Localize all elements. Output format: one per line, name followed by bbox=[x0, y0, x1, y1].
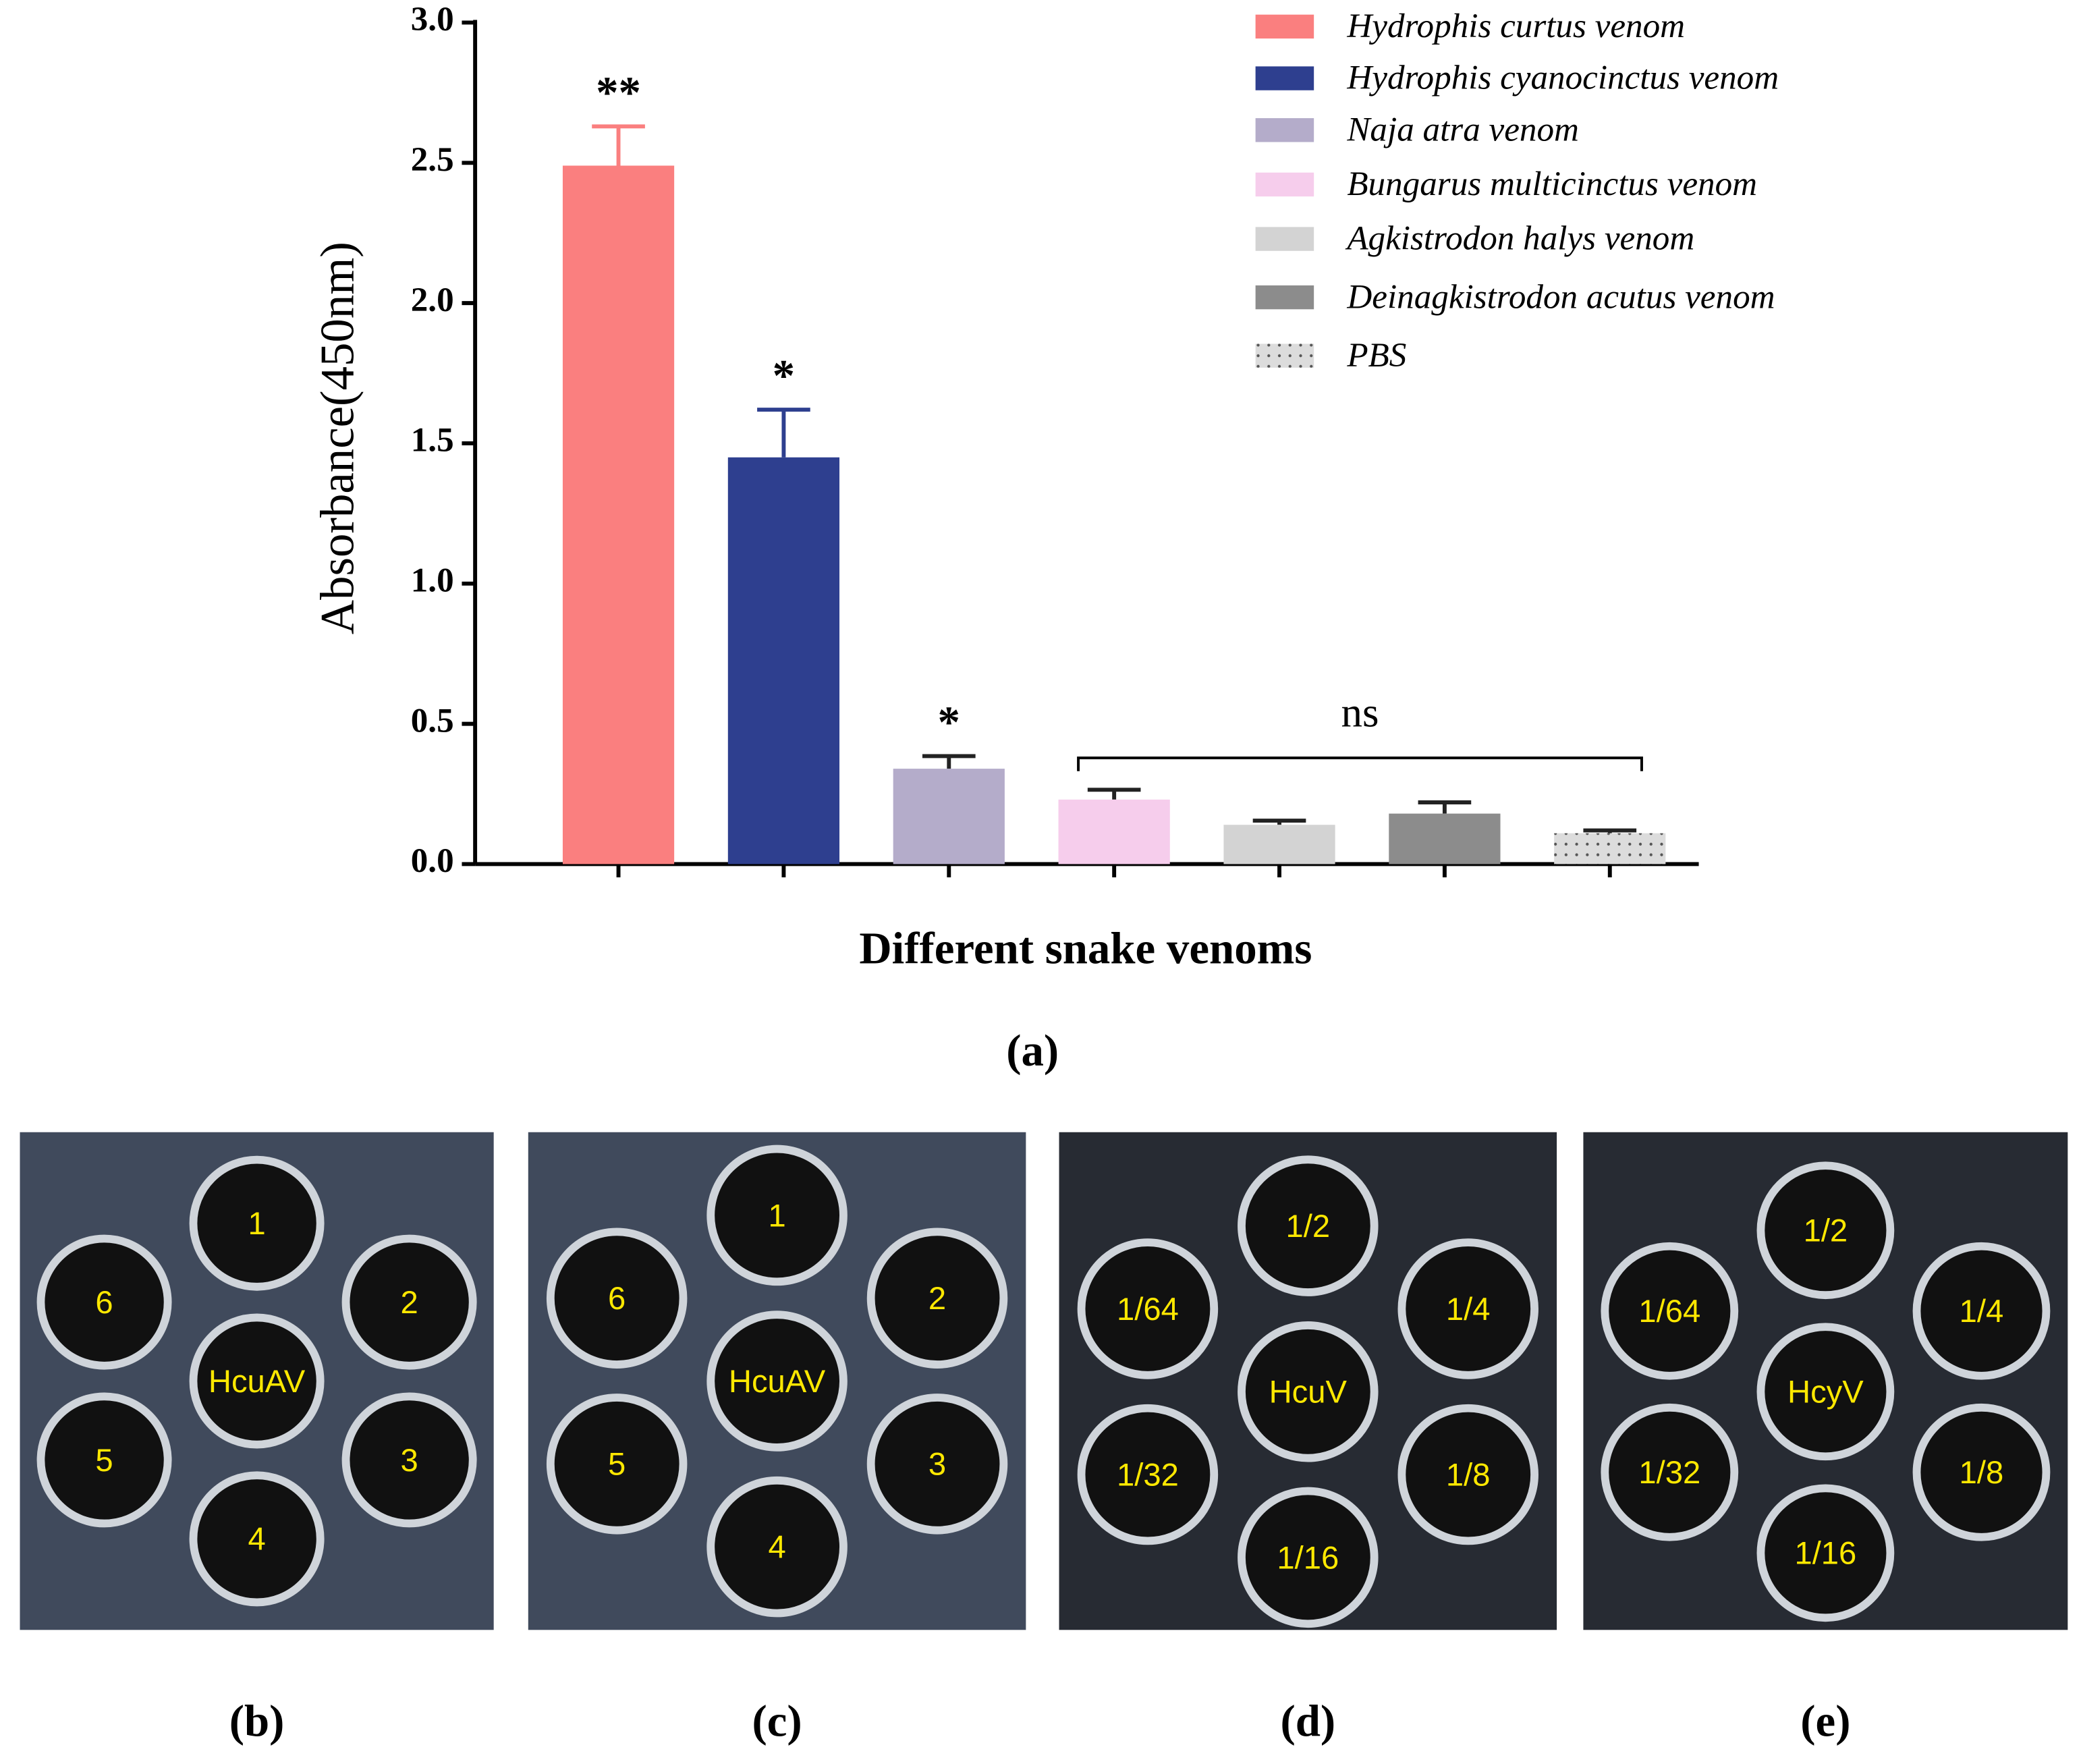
well-label: 1/16 bbox=[1794, 1536, 1856, 1572]
well-label: 1/2 bbox=[1804, 1213, 1848, 1249]
well bbox=[1756, 1484, 1895, 1622]
bar bbox=[893, 769, 1005, 864]
legend-entry: Bungarus multicinctus venom bbox=[1347, 165, 1757, 203]
well-label: 1 bbox=[248, 1206, 265, 1242]
well-label: 4 bbox=[768, 1530, 785, 1566]
well-label: 1/2 bbox=[1286, 1209, 1331, 1244]
y-tick-label: 3.0 bbox=[411, 0, 454, 38]
well bbox=[36, 1392, 172, 1528]
well bbox=[1912, 1403, 2051, 1541]
well bbox=[1756, 1161, 1895, 1300]
significance-label: ** bbox=[596, 67, 641, 117]
well bbox=[341, 1234, 477, 1370]
well bbox=[1912, 1242, 2051, 1380]
legend-swatch bbox=[1255, 172, 1314, 197]
well-label: 4 bbox=[248, 1522, 265, 1558]
legend-swatch bbox=[1255, 343, 1314, 368]
well bbox=[1077, 1404, 1219, 1545]
well-label: 1/8 bbox=[1446, 1457, 1491, 1493]
ns-label: ns bbox=[1341, 689, 1379, 736]
well-label: 5 bbox=[95, 1443, 113, 1479]
well bbox=[546, 1228, 688, 1369]
panel-label: (d) bbox=[1280, 1696, 1335, 1746]
legend-swatch bbox=[1255, 285, 1314, 310]
well bbox=[189, 1313, 325, 1449]
well bbox=[1601, 1403, 1739, 1541]
well-label: 5 bbox=[608, 1447, 626, 1483]
well bbox=[1601, 1242, 1739, 1380]
legend-swatch bbox=[1255, 118, 1314, 142]
well bbox=[866, 1228, 1008, 1369]
well-label: HcuAV bbox=[729, 1364, 826, 1400]
y-tick-label: 1.0 bbox=[411, 561, 454, 600]
y-tick-label: 2.5 bbox=[411, 140, 454, 179]
well-label: 1/8 bbox=[1960, 1455, 2004, 1491]
well-label: HcuAV bbox=[209, 1364, 306, 1400]
significance-label: * bbox=[773, 351, 795, 401]
y-tick-label: 2.0 bbox=[411, 281, 454, 319]
well-label: 1/4 bbox=[1960, 1294, 2004, 1329]
legend-entry: Hydrophis cyanocinctus venom bbox=[1346, 59, 1779, 97]
panel-label: (b) bbox=[229, 1696, 285, 1746]
well-label: 1 bbox=[768, 1198, 785, 1234]
panel-label: (a) bbox=[1006, 1026, 1059, 1076]
well bbox=[1397, 1238, 1538, 1379]
well-label: 1/64 bbox=[1638, 1294, 1700, 1329]
y-tick-label: 0.5 bbox=[411, 701, 454, 740]
y-axis-label: Absorbance(450nm) bbox=[312, 242, 364, 634]
well bbox=[341, 1392, 477, 1528]
bar bbox=[562, 165, 675, 864]
well-label: 3 bbox=[400, 1443, 418, 1479]
well bbox=[189, 1155, 325, 1291]
well-label: 2 bbox=[928, 1281, 946, 1317]
y-tick-label: 1.5 bbox=[411, 421, 454, 460]
legend-swatch bbox=[1255, 66, 1314, 90]
well bbox=[706, 1311, 848, 1452]
well-label: 1/64 bbox=[1117, 1292, 1179, 1327]
well-label: 3 bbox=[928, 1447, 946, 1483]
well bbox=[866, 1394, 1008, 1535]
legend-entry: Agkistrodon halys venom bbox=[1345, 219, 1694, 258]
bar bbox=[1389, 813, 1501, 864]
well-label: 6 bbox=[95, 1285, 113, 1321]
well bbox=[546, 1394, 688, 1535]
legend-swatch bbox=[1255, 227, 1314, 251]
bar bbox=[1223, 825, 1335, 864]
panel-label: (c) bbox=[752, 1696, 802, 1746]
legend-swatch bbox=[1255, 14, 1314, 39]
well-label: 1/16 bbox=[1277, 1540, 1339, 1576]
well bbox=[1397, 1404, 1538, 1545]
well-label: 2 bbox=[400, 1285, 418, 1321]
y-tick-label: 0.0 bbox=[411, 842, 454, 880]
well bbox=[706, 1476, 848, 1618]
x-axis-label: Different snake venoms bbox=[859, 924, 1312, 974]
well bbox=[1077, 1238, 1219, 1379]
ns-bracket bbox=[1077, 756, 1643, 771]
well bbox=[1238, 1321, 1379, 1462]
legend-entry: PBS bbox=[1346, 336, 1406, 375]
well-label: 1/32 bbox=[1638, 1455, 1700, 1491]
legend-entry: Hydrophis curtus venom bbox=[1346, 7, 1685, 45]
well-label: HcyV bbox=[1787, 1375, 1864, 1410]
well-label: 1/4 bbox=[1446, 1292, 1491, 1327]
legend-entry: Deinagkistrodon acutus venom bbox=[1346, 277, 1775, 316]
legend-entry: Naja atra venom bbox=[1346, 110, 1579, 148]
well bbox=[1238, 1487, 1379, 1628]
well bbox=[189, 1471, 325, 1607]
well-label: HcuV bbox=[1269, 1375, 1348, 1410]
well bbox=[36, 1234, 172, 1370]
well bbox=[1756, 1323, 1895, 1461]
panel-label: (e) bbox=[1800, 1696, 1850, 1746]
bar bbox=[1058, 799, 1170, 864]
well-label: 1/32 bbox=[1117, 1457, 1179, 1493]
well-label: 6 bbox=[608, 1281, 626, 1317]
bar bbox=[727, 457, 840, 864]
well bbox=[1238, 1155, 1379, 1296]
bar bbox=[1554, 833, 1666, 864]
well bbox=[706, 1145, 848, 1286]
significance-label: * bbox=[938, 697, 960, 747]
